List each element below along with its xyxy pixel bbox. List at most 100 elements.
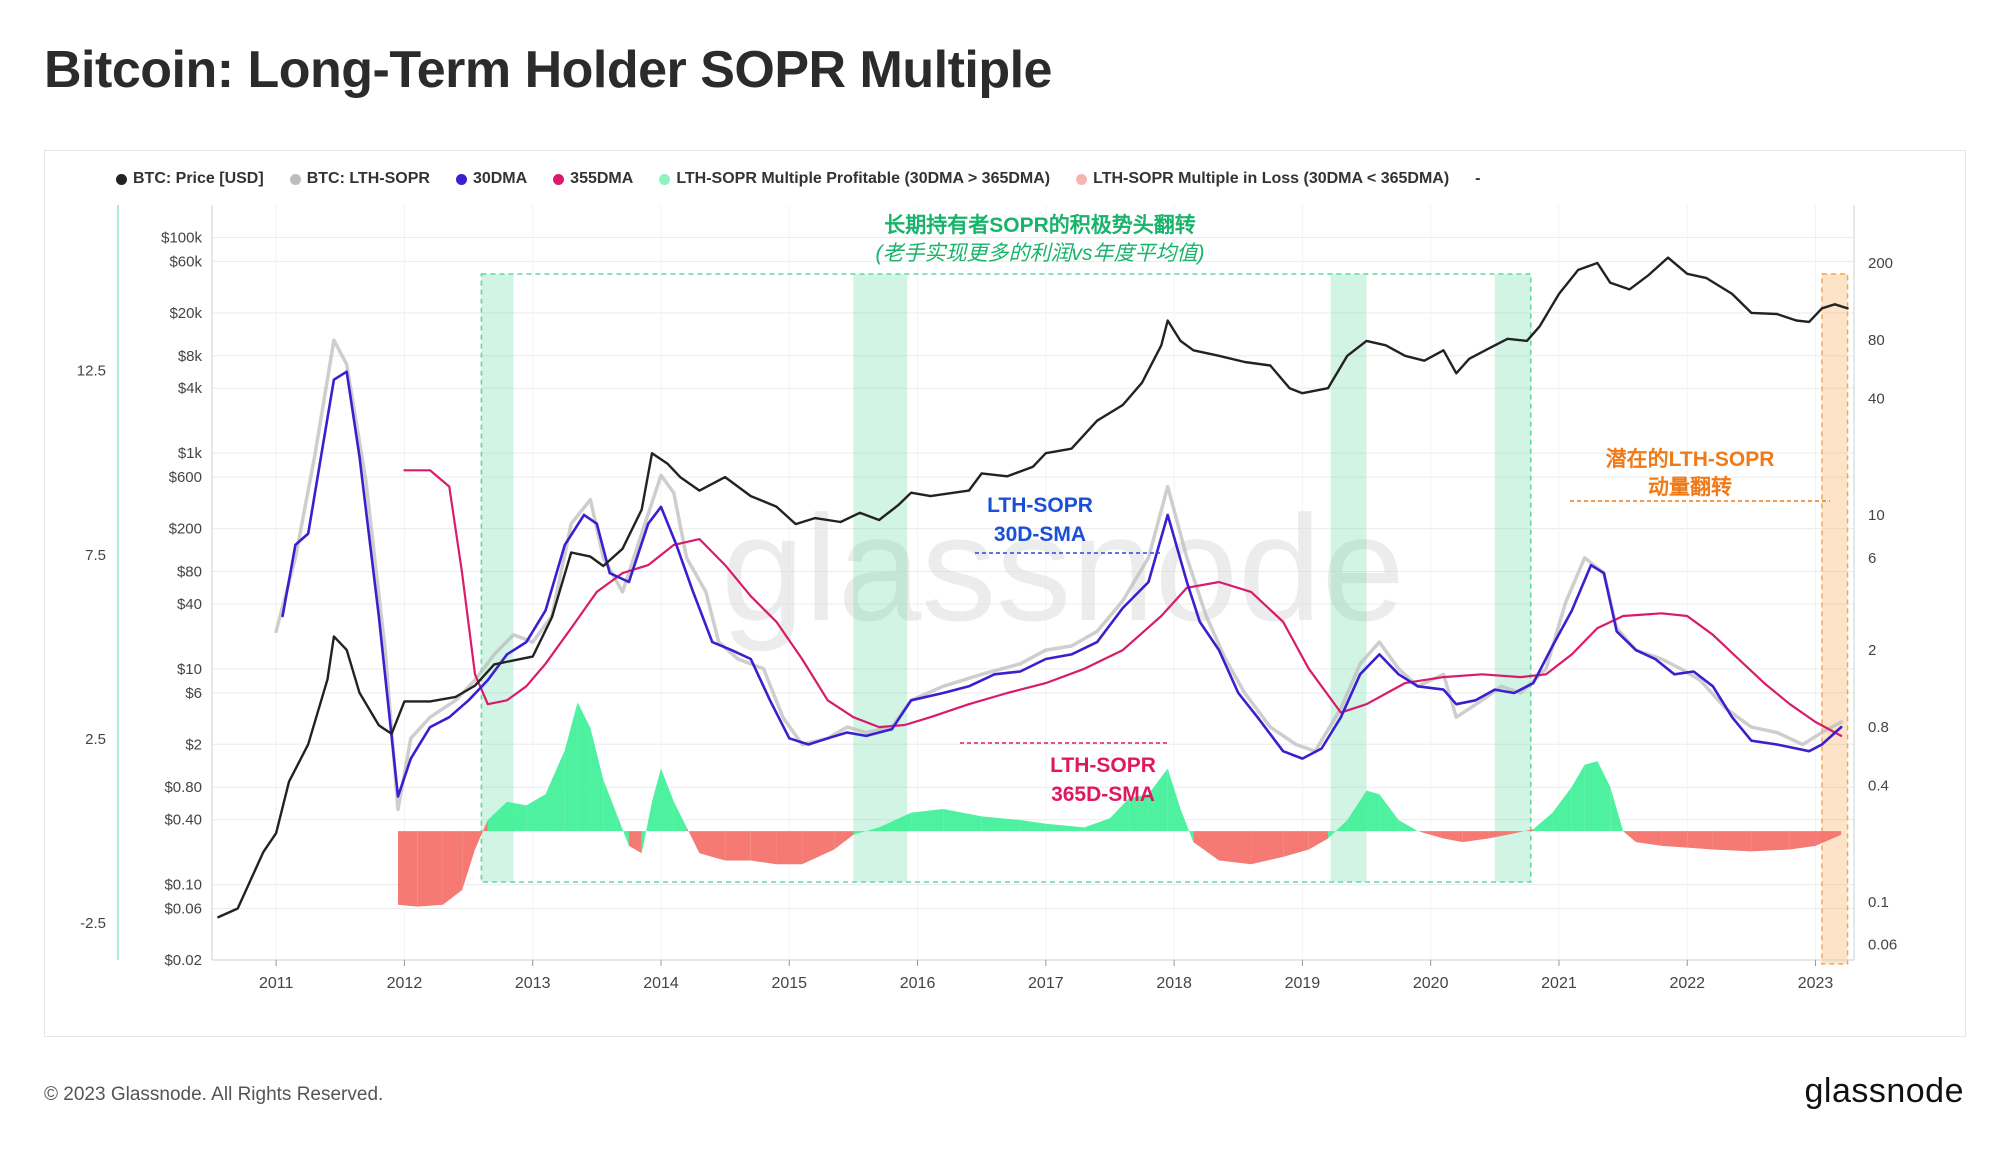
x-tick-label: 2022	[1669, 975, 1705, 992]
multiple-tick-label: -2.5	[80, 915, 106, 932]
multiple-loss-area	[1623, 831, 1636, 843]
brand-logo: glassnode	[1804, 1072, 1964, 1110]
legend-item-loss[interactable]: LTH-SOPR Multiple in Loss (30DMA < 365DM…	[1076, 170, 1449, 188]
multiple-profit-area	[652, 768, 661, 832]
multiple-loss-area	[1712, 831, 1752, 852]
multiple-profit-area	[673, 801, 687, 832]
price-tick-label: $0.02	[164, 952, 202, 969]
legend-item-355dma[interactable]: 355DMA	[553, 170, 633, 188]
multiple-profit-area	[1347, 790, 1367, 832]
price-tick-label: $0.06	[164, 901, 202, 918]
multiple-profit-area	[1084, 818, 1110, 832]
multiple-profit-area	[981, 816, 1021, 832]
multiple-profit-area	[1180, 809, 1194, 843]
price-tick-label: $2	[185, 736, 202, 753]
multiple-profit-area	[603, 779, 617, 832]
chart-frame	[44, 150, 1966, 1037]
multiple-profit-area	[1148, 768, 1168, 832]
price-tick-label: $100k	[161, 229, 202, 246]
legend-label: -	[1475, 170, 1481, 187]
multiple-tick-label: 12.5	[77, 363, 106, 380]
annotation-potential: 潜在的LTH-SOPR	[1606, 447, 1775, 471]
legend-item-price[interactable]: BTC: Price [USD]	[116, 170, 264, 188]
legend-label: 30DMA	[472, 170, 528, 187]
multiple-profit-area	[1610, 786, 1624, 832]
multiple-profit-area	[577, 702, 591, 832]
legend-label: BTC: Price [USD]	[133, 170, 264, 187]
multiple-loss-area	[699, 831, 726, 861]
legend-item-profitable[interactable]: LTH-SOPR Multiple Profitable (30DMA > 36…	[659, 170, 1050, 188]
multiple-loss-area	[1507, 829, 1534, 835]
price-tick-label: $10	[177, 661, 202, 678]
multiple-loss-area	[1308, 831, 1329, 850]
multiple-profit-area	[1571, 764, 1585, 832]
price-tick-label: $80	[177, 563, 202, 580]
highlight-band	[1494, 274, 1531, 882]
x-tick-label: 2013	[515, 975, 551, 992]
chart-legend: BTC: Price [USD] BTC: LTH-SOPR 30DMA 355…	[116, 168, 1480, 190]
multiple-profit-area	[1366, 790, 1380, 832]
multiple-loss-area	[474, 820, 488, 850]
legend-swatch	[116, 173, 127, 185]
sopr-tick-label: 10	[1868, 507, 1885, 524]
legend-swatch	[289, 173, 301, 185]
sopr-tick-label: 200	[1868, 255, 1893, 272]
multiple-loss-area	[1635, 831, 1662, 846]
multiple-profit-area	[1552, 786, 1572, 832]
sopr-tick-label: 2	[1868, 642, 1876, 659]
price-tick-label: $6	[185, 685, 202, 702]
price-tick-label: $600	[169, 469, 202, 486]
multiple-loss-area	[1462, 831, 1489, 843]
multiple-loss-area	[417, 831, 443, 907]
plot-area	[212, 205, 1854, 960]
legend-item-dash[interactable]: -	[1475, 170, 1480, 188]
x-tick-label: 2012	[387, 975, 423, 992]
annotation-30d-sma-2: 30D-SMA	[994, 523, 1086, 546]
watermark: glassnode	[721, 484, 1405, 652]
annotation-365d-sma-2: 365D-SMA	[1051, 783, 1155, 806]
price-tick-label: $8k	[178, 348, 203, 365]
multiple-loss-area	[628, 831, 642, 854]
x-tick-label: 2019	[1285, 975, 1321, 992]
legend-label: BTC: LTH-SOPR	[306, 170, 430, 187]
legend-swatch	[455, 173, 467, 185]
potential-band	[1821, 273, 1849, 965]
multiple-loss-area	[1789, 831, 1816, 850]
multiple-loss-area	[1193, 831, 1220, 861]
price-tick-label: $20k	[169, 305, 202, 322]
multiple-loss-area	[1443, 831, 1463, 843]
price-tick-label: $1k	[178, 445, 203, 462]
series-line-btc-price-usd	[217, 256, 1849, 919]
highlight-band	[853, 274, 908, 882]
multiple-loss-area	[1687, 831, 1713, 850]
multiple-loss-area	[398, 831, 418, 907]
multiple-profit-area	[1584, 761, 1598, 832]
multiple-loss-area	[802, 831, 835, 865]
legend-item-30dma[interactable]: 30DMA	[455, 170, 528, 188]
price-tick-label: $0.40	[164, 812, 202, 829]
x-tick-label: 2021	[1541, 975, 1577, 992]
multiple-profit-area	[545, 750, 565, 832]
multiple-profit-area	[1167, 768, 1181, 832]
annotation-top-title: 长期持有者SOPR的积极势头翻转	[884, 213, 1196, 237]
legend-label: LTH-SOPR Multiple in Loss (30DMA < 365DM…	[1093, 170, 1450, 187]
legend-label: LTH-SOPR Multiple Profitable (30DMA > 36…	[676, 170, 1051, 187]
multiple-loss-area	[462, 831, 475, 891]
sopr-tick-label: 80	[1868, 332, 1885, 349]
annotation-365d-sma: LTH-SOPR	[1050, 754, 1156, 777]
multiple-profit-area	[1020, 820, 1046, 832]
series-line-355dma	[403, 469, 1843, 737]
page-title: Bitcoin: Long-Term Holder SOPR Multiple	[44, 41, 1052, 99]
multiple-profit-area	[1328, 820, 1348, 839]
legend-swatch	[553, 173, 565, 185]
x-tick-label: 2018	[1156, 975, 1192, 992]
legend-item-sopr[interactable]: BTC: LTH-SOPR	[289, 170, 430, 188]
legend-swatch	[659, 173, 671, 185]
sopr-tick-label: 0.4	[1868, 777, 1889, 794]
multiple-loss-area	[1751, 831, 1790, 852]
multiple-profit-area	[853, 827, 880, 835]
multiple-profit-area	[564, 702, 578, 832]
annotation-potential-2: 动量翻转	[1648, 475, 1732, 499]
multiple-profit-area	[1398, 820, 1418, 832]
